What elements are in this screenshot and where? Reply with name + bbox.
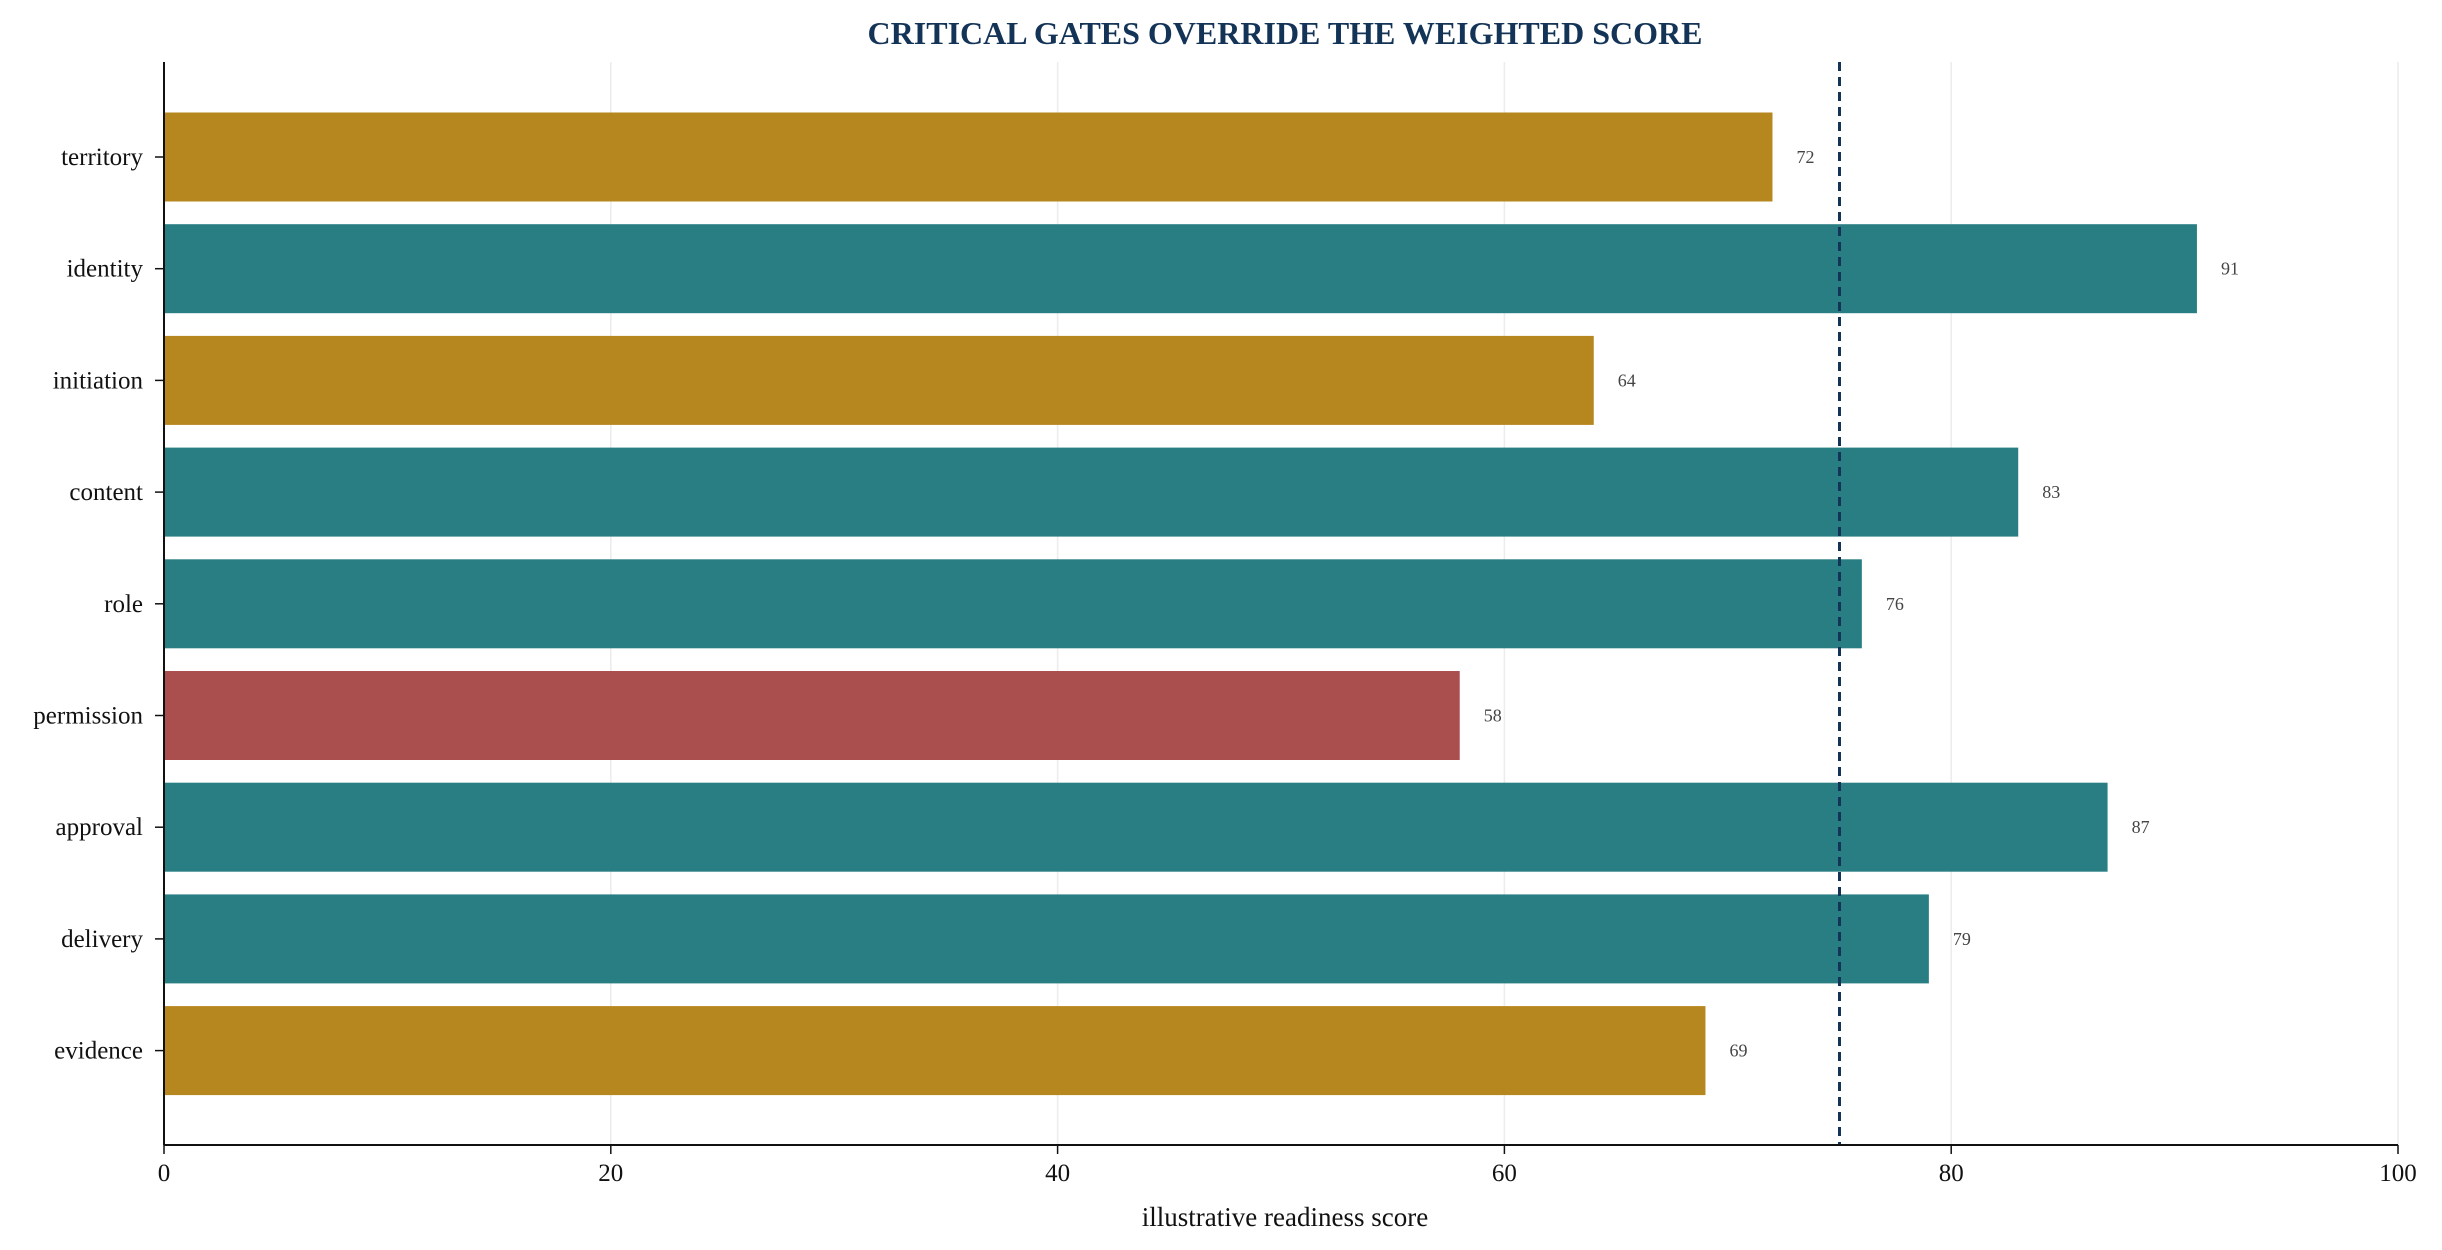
category-label: territory bbox=[61, 144, 143, 171]
x-tick-label: 60 bbox=[1492, 1160, 1517, 1187]
x-tick-label: 0 bbox=[158, 1160, 171, 1187]
bar bbox=[164, 1006, 1706, 1096]
bar bbox=[164, 559, 1862, 649]
category-label: identity bbox=[67, 256, 144, 283]
bar bbox=[164, 782, 2108, 872]
value-label: 91 bbox=[2221, 259, 2239, 279]
bar bbox=[164, 335, 1594, 425]
x-tick-label: 80 bbox=[1939, 1160, 1964, 1187]
bar bbox=[164, 112, 1773, 202]
category-label: content bbox=[69, 479, 143, 506]
category-label: permission bbox=[33, 703, 143, 730]
x-tick-label: 20 bbox=[598, 1160, 623, 1187]
value-label: 72 bbox=[1796, 147, 1814, 167]
value-label: 76 bbox=[1886, 594, 1904, 614]
bar bbox=[164, 894, 1929, 984]
x-axis-title: illustrative readiness score bbox=[1142, 1202, 1428, 1232]
value-label: 79 bbox=[1953, 929, 1971, 949]
category-label: evidence bbox=[54, 1038, 143, 1065]
chart-title: CRITICAL GATES OVERRIDE THE WEIGHTED SCO… bbox=[868, 15, 1703, 51]
x-tick-label: 100 bbox=[2379, 1160, 2417, 1187]
bar bbox=[164, 447, 2019, 537]
value-label: 87 bbox=[2132, 817, 2150, 837]
value-label: 64 bbox=[1618, 370, 1636, 390]
bar bbox=[164, 224, 2197, 314]
axes: territory identity initiation content role pe… bbox=[33, 62, 2417, 1187]
category-label: initiation bbox=[53, 367, 144, 394]
bar bbox=[164, 671, 1460, 760]
value-label: 58 bbox=[1484, 706, 1502, 726]
value-label: 83 bbox=[2042, 482, 2060, 502]
value-label: 69 bbox=[1729, 1041, 1747, 1061]
category-label: role bbox=[104, 591, 143, 618]
x-tick-label: 40 bbox=[1045, 1160, 1070, 1187]
category-label: approval bbox=[56, 814, 144, 841]
bars: 72 91 64 83 76 58 87 79 69 bbox=[164, 112, 2239, 1096]
category-label: delivery bbox=[61, 926, 143, 953]
